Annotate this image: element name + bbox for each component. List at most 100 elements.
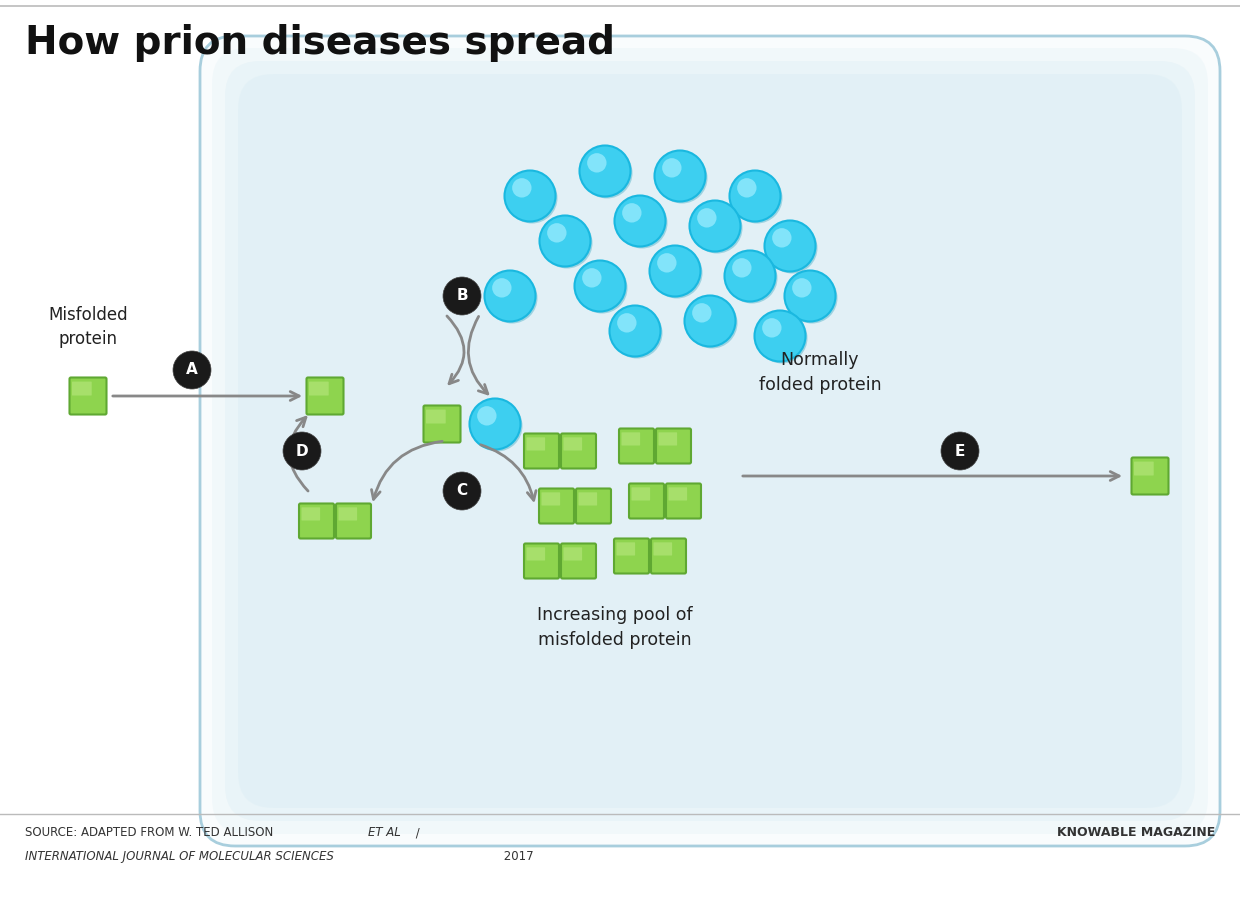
FancyArrowPatch shape [469,316,487,394]
Circle shape [174,351,211,389]
FancyBboxPatch shape [658,432,677,446]
FancyBboxPatch shape [563,438,582,450]
FancyBboxPatch shape [301,507,320,521]
FancyBboxPatch shape [563,547,582,561]
Circle shape [542,217,593,268]
Circle shape [610,305,661,356]
Circle shape [470,399,521,449]
Circle shape [506,172,558,224]
Text: C: C [456,484,467,498]
FancyBboxPatch shape [527,547,546,561]
Circle shape [582,268,601,287]
Circle shape [477,406,496,426]
Circle shape [792,278,811,297]
Circle shape [588,153,606,172]
Circle shape [729,170,780,221]
Circle shape [611,307,662,359]
FancyBboxPatch shape [212,48,1208,834]
FancyBboxPatch shape [577,488,611,524]
FancyBboxPatch shape [527,438,546,450]
Circle shape [754,311,806,361]
Text: Normally
folded protein: Normally folded protein [759,351,882,394]
Circle shape [443,472,481,510]
Circle shape [622,203,641,223]
Circle shape [618,313,636,333]
Circle shape [724,250,775,302]
FancyArrowPatch shape [372,441,443,499]
Circle shape [763,318,781,338]
FancyBboxPatch shape [560,433,596,468]
FancyBboxPatch shape [539,488,574,524]
Text: INTERNATIONAL JOURNAL OF MOLECULAR SCIENCES: INTERNATIONAL JOURNAL OF MOLECULAR SCIEN… [25,850,334,863]
FancyBboxPatch shape [424,406,460,442]
Circle shape [512,178,532,198]
FancyBboxPatch shape [336,504,371,538]
Circle shape [443,277,481,315]
Circle shape [687,297,738,349]
Circle shape [689,200,740,252]
FancyBboxPatch shape [656,429,691,464]
FancyBboxPatch shape [619,429,653,464]
FancyBboxPatch shape [299,504,334,538]
Circle shape [732,258,751,277]
Circle shape [471,400,522,451]
FancyBboxPatch shape [616,543,635,555]
FancyBboxPatch shape [666,484,701,518]
Circle shape [732,172,782,224]
Circle shape [656,152,708,204]
Text: 2017: 2017 [500,850,533,863]
Circle shape [283,432,321,470]
Circle shape [785,271,836,322]
Circle shape [692,203,743,254]
Circle shape [574,261,625,312]
Text: SOURCE: ADAPTED FROM W. TED ALLISON: SOURCE: ADAPTED FROM W. TED ALLISON [25,826,277,839]
Text: How prion diseases spread: How prion diseases spread [25,24,615,62]
Circle shape [657,253,677,273]
FancyBboxPatch shape [614,538,649,573]
Text: /: / [412,826,420,839]
FancyBboxPatch shape [621,432,640,446]
Text: KNOWABLE MAGAZINE: KNOWABLE MAGAZINE [1056,826,1215,839]
Circle shape [662,159,682,178]
FancyBboxPatch shape [525,544,559,579]
FancyArrowPatch shape [446,316,464,384]
Circle shape [616,198,667,248]
Circle shape [615,196,666,246]
Text: B: B [456,288,467,304]
Circle shape [765,220,816,272]
Circle shape [492,278,512,297]
FancyBboxPatch shape [631,487,650,500]
FancyBboxPatch shape [339,507,357,521]
Circle shape [579,146,630,197]
Circle shape [692,304,712,323]
FancyBboxPatch shape [69,378,107,415]
FancyBboxPatch shape [309,381,329,396]
FancyBboxPatch shape [1135,461,1153,476]
Circle shape [577,263,627,313]
FancyBboxPatch shape [427,410,445,423]
Circle shape [650,246,701,296]
Circle shape [773,228,791,247]
FancyBboxPatch shape [525,433,559,468]
FancyBboxPatch shape [579,492,598,506]
Circle shape [655,150,706,201]
FancyBboxPatch shape [651,538,686,573]
Circle shape [727,253,777,304]
Circle shape [684,295,735,346]
FancyBboxPatch shape [1131,458,1168,495]
Circle shape [547,223,567,243]
Circle shape [697,208,717,227]
Text: ET AL: ET AL [368,826,401,839]
FancyArrowPatch shape [481,445,536,500]
FancyBboxPatch shape [560,544,596,579]
FancyBboxPatch shape [238,74,1182,808]
Text: Increasing pool of
misfolded protein: Increasing pool of misfolded protein [537,606,693,649]
FancyBboxPatch shape [306,378,343,415]
Circle shape [486,273,537,323]
FancyBboxPatch shape [653,543,672,555]
FancyBboxPatch shape [629,484,663,518]
Circle shape [756,313,807,363]
Text: E: E [955,444,965,458]
Circle shape [485,271,536,322]
Circle shape [582,148,632,198]
